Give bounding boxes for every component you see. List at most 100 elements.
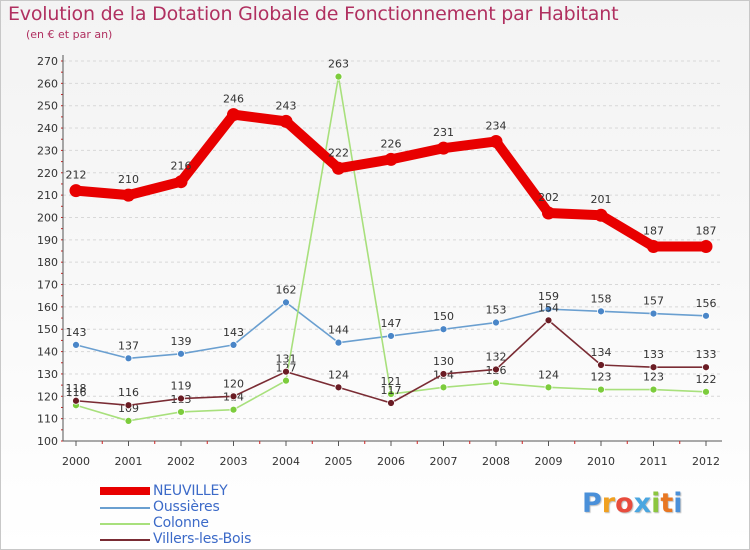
- logo-letter: x: [633, 488, 652, 519]
- data-label: 226: [381, 137, 402, 150]
- x-tick-label: 2007: [430, 455, 458, 468]
- y-tick-label: 200: [37, 211, 58, 224]
- data-label: 212: [66, 169, 87, 182]
- legend-item: Oussières: [100, 499, 360, 516]
- data-label: 123: [591, 371, 612, 384]
- legend-label: Colonne: [153, 515, 209, 531]
- data-point: [122, 188, 135, 202]
- data-label: 131: [276, 353, 297, 366]
- chart-subtitle: (en € et par an): [26, 28, 113, 41]
- data-point: [227, 108, 240, 122]
- y-tick-label: 210: [37, 189, 58, 202]
- data-label: 137: [118, 339, 139, 352]
- data-label: 231: [433, 126, 454, 139]
- data-point: [177, 408, 185, 416]
- y-tick-label: 120: [37, 390, 58, 403]
- legend-swatch: [100, 487, 150, 495]
- data-point: [702, 363, 710, 372]
- legend-swatch: [100, 539, 150, 541]
- y-tick-label: 130: [37, 368, 58, 381]
- data-label: 134: [591, 346, 612, 359]
- data-label: 158: [591, 292, 612, 305]
- data-point: [492, 378, 500, 387]
- y-tick-label: 170: [37, 279, 58, 292]
- data-point: [649, 309, 658, 318]
- data-point: [387, 390, 395, 398]
- data-point: [439, 383, 448, 392]
- y-tick-label: 270: [37, 55, 58, 68]
- legend-label: Villers-les-Bois: [153, 531, 252, 547]
- y-tick-label: 250: [37, 100, 58, 113]
- data-label: 162: [276, 283, 297, 296]
- data-point: [647, 240, 660, 254]
- series-line-oussières: [75, 301, 707, 360]
- y-tick-label: 260: [37, 77, 58, 90]
- data-label: 122: [696, 373, 717, 386]
- proxiti-logo: Proxiti: [582, 488, 683, 519]
- data-point: [597, 307, 605, 316]
- data-label: 144: [328, 324, 349, 337]
- legend-item: Colonne: [100, 515, 360, 532]
- y-tick-label: 230: [37, 144, 58, 157]
- data-label: 201: [591, 193, 612, 206]
- x-tick-label: 2010: [587, 455, 615, 468]
- data-label: 210: [118, 173, 139, 186]
- data-point: [334, 338, 343, 347]
- y-tick-label: 110: [37, 413, 58, 426]
- data-point: [649, 363, 658, 372]
- y-tick-label: 240: [37, 122, 58, 135]
- data-point: [177, 349, 185, 358]
- data-point: [384, 152, 398, 166]
- data-label: 187: [696, 225, 717, 238]
- data-point: [124, 401, 133, 410]
- data-point: [544, 316, 553, 325]
- data-point: [177, 394, 185, 403]
- data-label: 143: [223, 326, 244, 339]
- x-tick-label: 2012: [692, 455, 720, 468]
- data-point: [544, 305, 553, 314]
- data-label: 133: [696, 348, 717, 361]
- data-label: 154: [538, 301, 559, 314]
- x-tick-label: 2005: [325, 455, 353, 468]
- data-point: [334, 383, 343, 392]
- data-label: 143: [66, 326, 87, 339]
- logo-letter: P: [582, 488, 602, 519]
- data-point: [489, 134, 503, 148]
- logo-letter: i: [673, 488, 683, 519]
- data-point: [72, 396, 80, 405]
- y-tick-label: 180: [37, 256, 58, 269]
- data-label: 150: [433, 310, 454, 323]
- x-tick-label: 2008: [482, 455, 510, 468]
- data-point: [72, 340, 80, 349]
- data-point: [437, 141, 450, 155]
- data-label: 187: [643, 225, 664, 238]
- x-tick-label: 2003: [220, 455, 248, 468]
- data-point: [542, 206, 555, 220]
- data-label: 147: [381, 317, 402, 330]
- data-point: [69, 184, 83, 198]
- data-label: 132: [486, 350, 507, 363]
- x-tick-label: 2002: [167, 455, 195, 468]
- data-point: [387, 332, 395, 340]
- data-label: 117: [381, 384, 402, 397]
- data-label: 153: [486, 304, 507, 317]
- data-point: [699, 240, 713, 254]
- y-tick-label: 140: [37, 346, 58, 359]
- legend-item: Villers-les-Bois: [100, 531, 360, 548]
- data-point: [702, 387, 710, 396]
- logo-letter: t: [660, 488, 674, 519]
- data-point: [279, 114, 293, 128]
- data-point: [282, 376, 290, 385]
- data-point: [439, 370, 448, 378]
- legend-swatch: [100, 507, 150, 509]
- data-label: 124: [328, 368, 349, 381]
- data-label: 120: [223, 377, 244, 390]
- series-line-neuvilley: [71, 109, 711, 252]
- logo-letter: r: [601, 488, 616, 519]
- data-label: 116: [118, 386, 139, 399]
- y-tick-label: 190: [37, 234, 58, 247]
- data-label: 234: [486, 119, 507, 132]
- data-point: [597, 385, 605, 394]
- data-point: [544, 383, 553, 392]
- x-tick-label: 2006: [377, 455, 405, 468]
